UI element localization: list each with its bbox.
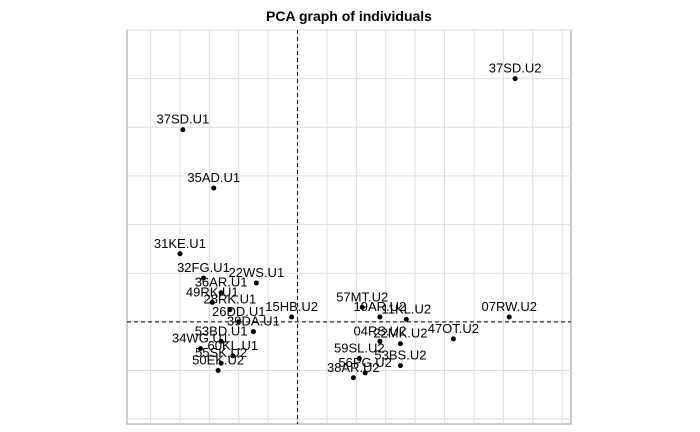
- point-label: 57MT.U2: [336, 289, 388, 304]
- point-label: 22WS.U1: [229, 265, 285, 280]
- reference-lines: [127, 30, 571, 424]
- data-point: [227, 307, 233, 313]
- data-point: [362, 370, 368, 376]
- point-label: 15HB.U2: [265, 299, 318, 314]
- point-label: 56PG.U2: [338, 355, 391, 370]
- data-point: [397, 363, 403, 369]
- data-point: [250, 329, 256, 335]
- data-point: [377, 314, 383, 320]
- data-point: [230, 353, 236, 359]
- point-label: 53BS.U2: [374, 348, 426, 363]
- point-label: 35AD.U1: [187, 170, 240, 185]
- data-point: [359, 304, 365, 310]
- data-point: [403, 316, 409, 322]
- point-label: 49RK.U1: [186, 284, 239, 299]
- plot-panel: [126, 29, 572, 425]
- point-label: 47OT.U2: [428, 321, 479, 336]
- point-label: 39DA.U1: [227, 314, 280, 329]
- data-point: [253, 280, 259, 286]
- data-point: [450, 336, 456, 342]
- point-label: 55SK.U2: [195, 345, 247, 360]
- point-label: 28RK.U1: [204, 292, 257, 307]
- data-point: [377, 338, 383, 344]
- point-label: 37SD.U1: [156, 112, 209, 127]
- point-label: 37SD.U2: [489, 61, 542, 76]
- data-point: [200, 275, 206, 281]
- point-label: 04RS.U2: [353, 323, 406, 338]
- grid-lines: [127, 29, 571, 424]
- data-point: [177, 251, 183, 257]
- point-label: 36AR.U1: [195, 275, 248, 290]
- point-label: 60KL.U1: [208, 338, 259, 353]
- data-point: [289, 314, 295, 320]
- point-label: 26DD.U1: [212, 304, 265, 319]
- chart-title: PCA graph of individuals: [266, 8, 432, 24]
- data-point: [198, 346, 204, 352]
- point-label: 11KL.U2: [382, 301, 432, 316]
- data-point: [218, 290, 224, 296]
- point-label: 22MK.U2: [373, 326, 427, 341]
- data-point: [215, 367, 221, 373]
- point-label: 59SL.U2: [334, 340, 385, 355]
- data-point: [209, 299, 215, 305]
- point-label: 38AR.U2: [327, 360, 380, 375]
- data-point: [350, 375, 356, 381]
- point-labels: 37SD.U2 37SD.U1 35AD.U1 31KE.U1 32FG.U122WS.…: [154, 61, 542, 375]
- point-label: 19AR.U2: [353, 299, 406, 314]
- data-point: [218, 338, 224, 344]
- data-point: [211, 185, 217, 191]
- data-point: [397, 341, 403, 347]
- point-label: 53BD.U1: [195, 323, 248, 338]
- data-point: [180, 127, 186, 133]
- data-point: [512, 76, 518, 82]
- data-point: [356, 355, 362, 361]
- point-label: 31KE.U1: [154, 236, 206, 251]
- point-label: 32FG.U1: [177, 260, 230, 275]
- point-label: 07RW.U2: [482, 299, 537, 314]
- point-label: 34WG.U1: [172, 331, 229, 346]
- data-point: [506, 314, 512, 320]
- data-point: [236, 319, 242, 325]
- point-label: 50EK.U2: [192, 352, 244, 367]
- data-points: [177, 76, 518, 381]
- data-point: [218, 360, 224, 366]
